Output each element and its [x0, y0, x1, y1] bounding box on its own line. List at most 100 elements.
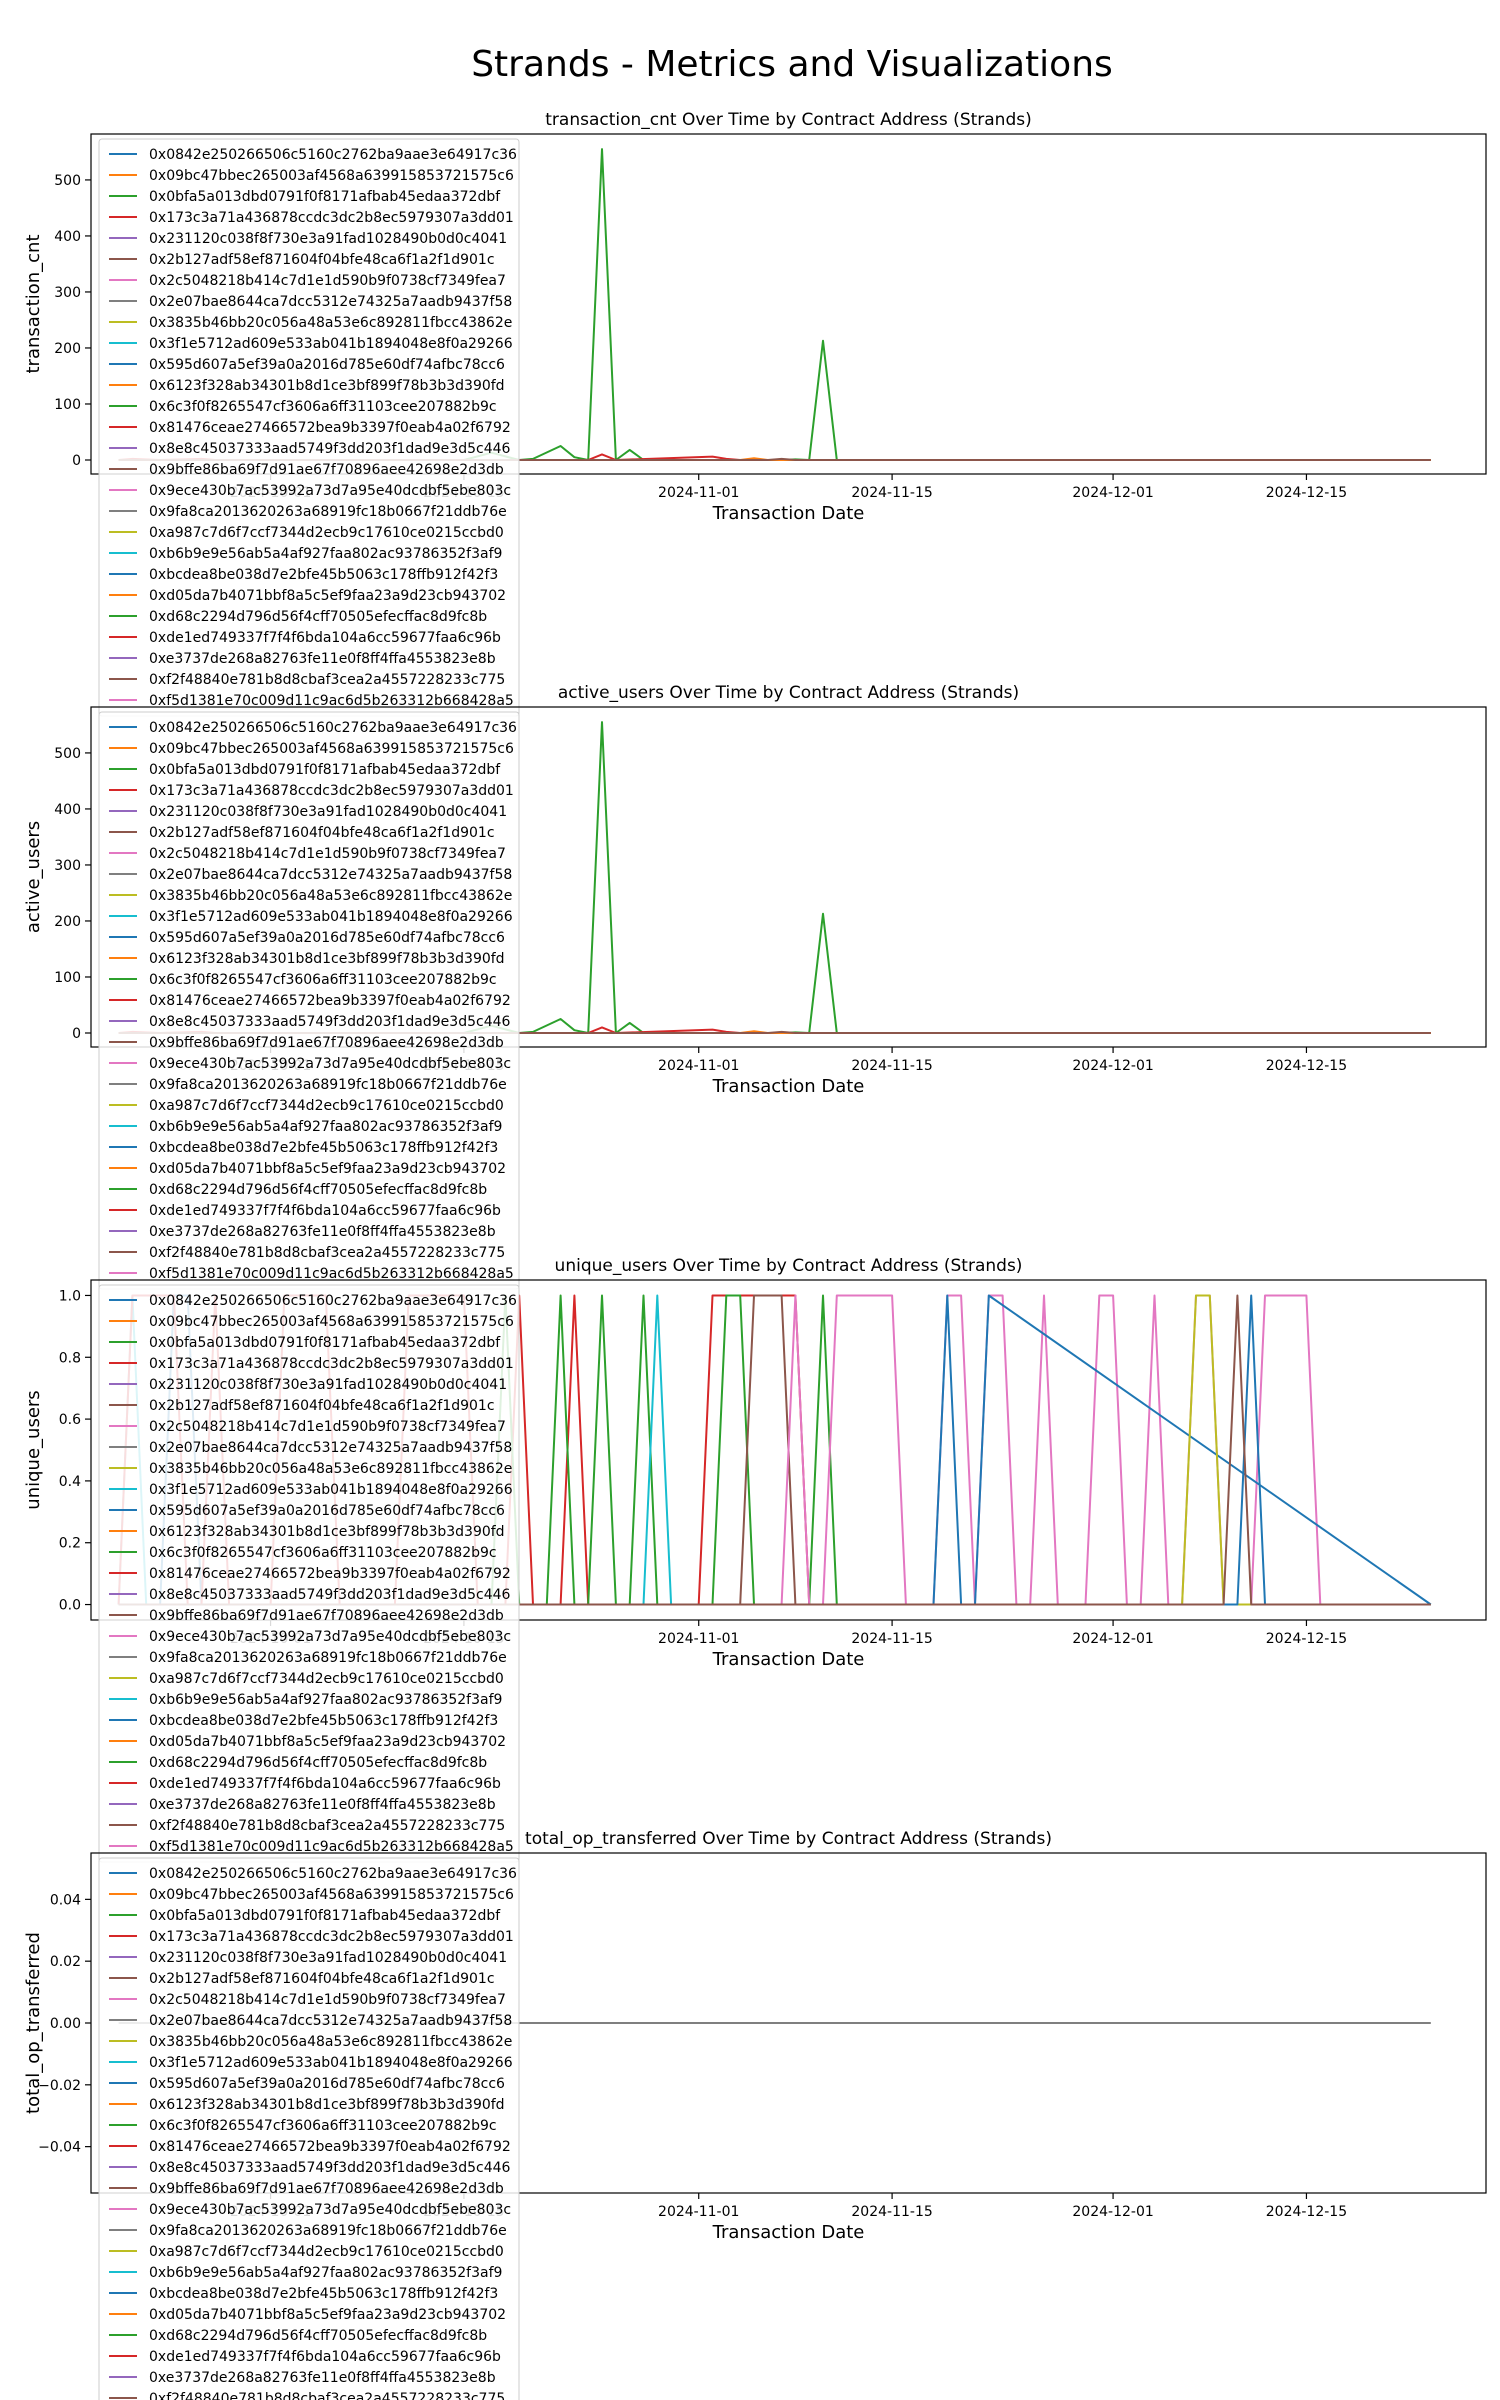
- legend-label: 0x3835b46bb20c056a48a53e6c892811fbcc4386…: [149, 1461, 512, 1477]
- legend-label: 0x2c5048218b414c7d1e1d590b9f0738cf7349fe…: [149, 1419, 506, 1435]
- legend-label: 0xb6b9e9e56ab5a4af927faa802ac93786352f3a…: [149, 2265, 502, 2281]
- y-tick-label: 0: [72, 1026, 81, 1042]
- axes-frame: [90, 706, 1487, 1048]
- y-tick-label: 500: [54, 173, 81, 189]
- legend: 0x0842e250266506c5160c2762ba9aae3e64917c…: [98, 138, 520, 717]
- legend-label: 0xde1ed749337f7f4f6bda104a6cc59677faa6c9…: [149, 630, 501, 646]
- legend-label: 0x6c3f0f8265547cf3606a6ff31103cee207882b…: [149, 972, 497, 988]
- legend-label: 0xa987c7d6f7ccf7344d2ecb9c17610ce0215ccb…: [149, 1098, 504, 1114]
- x-axis-label: Transaction Date: [712, 1649, 865, 1670]
- legend-label: 0x173c3a71a436878ccdc3dc2b8ec5979307a3dd…: [149, 1929, 514, 1945]
- legend-label: 0xd05da7b4071bbf8a5c5ef9faa23a9d23cb9437…: [149, 1734, 506, 1750]
- legend-label: 0x231120c038f8f730e3a91fad1028490b0d0c40…: [149, 1950, 507, 1966]
- x-axis-label: Transaction Date: [712, 1076, 865, 1097]
- legend-label: 0x3835b46bb20c056a48a53e6c892811fbcc4386…: [149, 888, 512, 904]
- y-tick-label: 300: [54, 858, 81, 874]
- x-tick-label: 2024-12-15: [1266, 2204, 1347, 2220]
- legend-label: 0xd68c2294d796d56f4cff70505efecffac8d9fc…: [149, 1182, 487, 1198]
- legend: 0x0842e250266506c5160c2762ba9aae3e64917c…: [98, 1284, 520, 1863]
- chart-title: unique_users Over Time by Contract Addre…: [555, 1256, 1023, 1276]
- legend-label: 0xde1ed749337f7f4f6bda104a6cc59677faa6c9…: [149, 2349, 501, 2365]
- legend-label: 0x2b127adf58ef871604f04bfe48ca6f1a2f1d90…: [149, 825, 495, 841]
- legend-box: [98, 1857, 520, 2400]
- legend-label: 0xa987c7d6f7ccf7344d2ecb9c17610ce0215ccb…: [149, 525, 504, 541]
- legend-label: 0xbcdea8be038d7e2bfe45b5063c178ffb912f42…: [149, 1140, 498, 1156]
- x-tick-label: 2024-11-15: [851, 1058, 932, 1074]
- legend-label: 0xd68c2294d796d56f4cff70505efecffac8d9fc…: [149, 609, 487, 625]
- legend-label: 0x09bc47bbec265003af4568a639915853721575…: [149, 741, 514, 757]
- x-tick-label: 2024-11-15: [851, 485, 932, 501]
- legend-label: 0x2e07bae8644ca7dcc5312e74325a7aadb9437f…: [149, 294, 512, 310]
- x-tick-label: 2024-12-01: [1072, 1631, 1153, 1647]
- legend-label: 0xde1ed749337f7f4f6bda104a6cc59677faa6c9…: [149, 1776, 501, 1792]
- y-tick-label: 0.6: [59, 1412, 81, 1428]
- legend-label: 0x09bc47bbec265003af4568a639915853721575…: [149, 1314, 514, 1330]
- legend-label: 0xde1ed749337f7f4f6bda104a6cc59677faa6c9…: [149, 1203, 501, 1219]
- legend-label: 0x9fa8ca2013620263a68919fc18b0667f21ddb7…: [149, 1650, 507, 1666]
- series-line: [118, 1030, 1431, 1034]
- legend-label: 0x9ece430b7ac53992a73d7a95e40dcdbf5ebe80…: [149, 1056, 511, 1072]
- y-tick-label: 0.0: [59, 1598, 81, 1614]
- y-tick-label: −0.02: [38, 2078, 81, 2094]
- legend-label: 0x9fa8ca2013620263a68919fc18b0667f21ddb7…: [149, 1077, 507, 1093]
- legend-label: 0x9fa8ca2013620263a68919fc18b0667f21ddb7…: [149, 504, 507, 520]
- legend-label: 0x8e8c45037333aad5749f3dd203f1dad9e3d5c4…: [149, 1587, 511, 1603]
- y-tick-label: 0.02: [50, 1954, 81, 1970]
- legend-label: 0x2e07bae8644ca7dcc5312e74325a7aadb9437f…: [149, 1440, 512, 1456]
- legend-label: 0xf2f48840e781b8d8cbaf3cea2a4557228233c7…: [149, 2391, 505, 2400]
- y-tick-label: 0.00: [50, 2016, 81, 2032]
- legend-label: 0x3f1e5712ad609e533ab041b1894048e8f0a292…: [149, 1482, 513, 1498]
- legend-label: 0x173c3a71a436878ccdc3dc2b8ec5979307a3dd…: [149, 783, 514, 799]
- x-tick-label: 2024-11-15: [851, 2204, 932, 2220]
- legend-label: 0xd68c2294d796d56f4cff70505efecffac8d9fc…: [149, 2328, 487, 2344]
- series-group: [118, 721, 1431, 1034]
- x-tick-label: 2024-12-01: [1072, 1058, 1153, 1074]
- y-tick-label: 300: [54, 285, 81, 301]
- series-line: [118, 1294, 1431, 1606]
- axes-frame: [90, 133, 1487, 475]
- legend-label: 0x2c5048218b414c7d1e1d590b9f0738cf7349fe…: [149, 846, 506, 862]
- legend-label: 0x09bc47bbec265003af4568a639915853721575…: [149, 168, 514, 184]
- legend-label: 0xd05da7b4071bbf8a5c5ef9faa23a9d23cb9437…: [149, 2307, 506, 2323]
- legend-label: 0xa987c7d6f7ccf7344d2ecb9c17610ce0215ccb…: [149, 1671, 504, 1687]
- x-tick-label: 2024-12-15: [1266, 1058, 1347, 1074]
- charts-container: transaction_cnt Over Time by Contract Ad…: [23, 110, 1487, 2400]
- chart-panel-2: unique_users Over Time by Contract Addre…: [23, 1256, 1487, 1863]
- y-axis-label: transaction_cnt: [23, 234, 44, 373]
- y-tick-label: 0: [72, 453, 81, 469]
- legend-label: 0x9ece430b7ac53992a73d7a95e40dcdbf5ebe80…: [149, 483, 511, 499]
- legend-label: 0xe3737de268a82763fe11e0f8ff4ffa4553823e…: [149, 2370, 496, 2386]
- x-tick-label: 2024-11-15: [851, 1631, 932, 1647]
- legend-label: 0xd05da7b4071bbf8a5c5ef9faa23a9d23cb9437…: [149, 1161, 506, 1177]
- legend-label: 0x231120c038f8f730e3a91fad1028490b0d0c40…: [149, 1377, 507, 1393]
- legend-label: 0xd68c2294d796d56f4cff70505efecffac8d9fc…: [149, 1755, 487, 1771]
- y-tick-label: 100: [54, 397, 81, 413]
- chart-title: total_op_transferred Over Time by Contra…: [525, 1829, 1052, 1849]
- y-tick-label: 200: [54, 914, 81, 930]
- axes-frame: [90, 1279, 1487, 1621]
- legend-label: 0xb6b9e9e56ab5a4af927faa802ac93786352f3a…: [149, 1692, 502, 1708]
- y-tick-label: 1.0: [59, 1288, 81, 1304]
- x-axis-label: Transaction Date: [712, 503, 865, 524]
- legend-label: 0xa987c7d6f7ccf7344d2ecb9c17610ce0215ccb…: [149, 2244, 504, 2260]
- legend-label: 0x9bffe86ba69f7d91ae67f70896aee42698e2d3…: [149, 1608, 504, 1624]
- legend-label: 0x6123f328ab34301b8d1ce3bf899f78b3b3d390…: [149, 951, 505, 967]
- y-tick-label: 0.2: [59, 1536, 81, 1552]
- y-tick-label: 400: [54, 802, 81, 818]
- legend-label: 0x09bc47bbec265003af4568a639915853721575…: [149, 1887, 514, 1903]
- legend-label: 0x231120c038f8f730e3a91fad1028490b0d0c40…: [149, 804, 507, 820]
- legend-label: 0x0bfa5a013dbd0791f0f8171afbab45edaa372d…: [149, 1908, 501, 1924]
- x-tick-label: 2024-11-01: [658, 485, 739, 501]
- y-tick-label: 0.04: [50, 1892, 81, 1908]
- legend-label: 0x0842e250266506c5160c2762ba9aae3e64917c…: [149, 720, 517, 736]
- legend-label: 0x595d607a5ef39a0a2016d785e60df74afbc78c…: [149, 2076, 505, 2092]
- legend-label: 0x6c3f0f8265547cf3606a6ff31103cee207882b…: [149, 2118, 497, 2134]
- y-tick-label: 400: [54, 229, 81, 245]
- legend-label: 0xe3737de268a82763fe11e0f8ff4ffa4553823e…: [149, 1797, 496, 1813]
- x-tick-label: 2024-11-01: [658, 1631, 739, 1647]
- y-tick-label: −0.04: [38, 2140, 81, 2156]
- chart-title: transaction_cnt Over Time by Contract Ad…: [545, 110, 1031, 130]
- legend-label: 0xbcdea8be038d7e2bfe45b5063c178ffb912f42…: [149, 567, 498, 583]
- legend-label: 0x0842e250266506c5160c2762ba9aae3e64917c…: [149, 1293, 517, 1309]
